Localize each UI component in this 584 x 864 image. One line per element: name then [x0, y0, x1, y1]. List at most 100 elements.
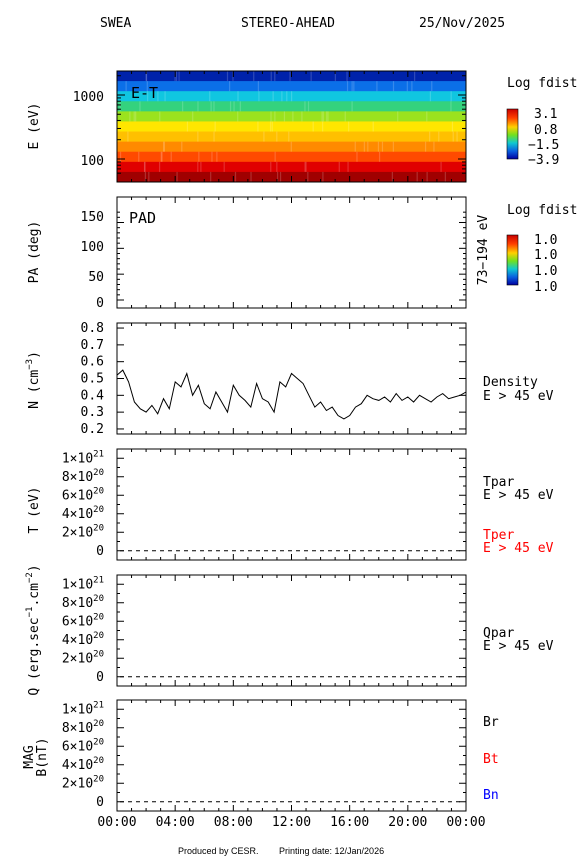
spectrogram-streak	[338, 161, 340, 172]
pa-y-tick-label: 50	[88, 270, 104, 285]
spectrogram-streak	[209, 91, 211, 102]
spectrogram-streak	[433, 141, 435, 152]
spectrogram-streak	[289, 71, 291, 82]
time-tick-label: 00:00	[446, 815, 485, 830]
spectrogram-streak	[377, 141, 380, 152]
pa-colorbar-label: 1.0	[534, 248, 557, 263]
pa-panel-title: PAD	[129, 209, 156, 227]
spectrogram-streak	[164, 91, 166, 102]
spectrogram-streak	[438, 131, 440, 142]
time-tick-label: 08:00	[214, 815, 253, 830]
density-tick-label: 0.4	[81, 388, 105, 403]
temperature-axis-ticks	[116, 449, 467, 560]
spectrogram-streak	[322, 111, 324, 122]
pa-y-tick-label: 150	[81, 210, 104, 225]
energy-axis-ticks	[116, 71, 467, 182]
spectrogram-streak	[346, 81, 349, 92]
spectrogram-streak	[233, 101, 235, 112]
spectrogram-streak	[397, 111, 399, 122]
et-colorbar-label: −3.9	[528, 153, 559, 168]
sci-tick-label: 0	[96, 544, 104, 559]
sci-tick-label: 1×1021	[62, 449, 104, 466]
qpar-legend: Qpar	[483, 626, 514, 641]
tper-legend: Tper	[483, 528, 514, 543]
energy-band	[117, 151, 466, 163]
spectrogram-streak	[356, 151, 358, 162]
spectrogram-streak	[229, 81, 231, 92]
spectrogram-streak	[429, 131, 431, 142]
spectrogram-streak	[146, 81, 148, 92]
spectrogram-streak	[139, 101, 141, 112]
sci-tick-label: 4×1020	[62, 505, 104, 522]
sci-tick-label: 8×1020	[62, 594, 104, 611]
mag-axis-ticks	[116, 700, 467, 811]
spectrogram-streak	[160, 151, 162, 162]
spectrogram-streak	[372, 121, 374, 132]
sci-tick-label: 6×1020	[62, 486, 104, 503]
spectrogram-streak	[163, 141, 165, 152]
time-tick-label: 16:00	[330, 815, 369, 830]
tper-legend-energy: E > 45 eV	[483, 541, 554, 556]
spectrogram-streak	[119, 151, 122, 162]
spectrogram-streak	[392, 81, 395, 92]
spectrogram-streak	[226, 71, 229, 82]
spectrogram-streak	[307, 101, 310, 112]
spectrogram-streak	[148, 171, 150, 182]
spectrogram-streak	[452, 131, 454, 142]
et-colorbar	[506, 108, 519, 160]
spectrogram-streak	[450, 101, 452, 112]
spectrogram-streak	[272, 91, 274, 102]
spectrogram-streak	[431, 81, 433, 92]
spectrogram-streak	[327, 111, 329, 122]
pa-colorbar-label: 1.0	[534, 280, 557, 295]
pa-y-label: PA (deg)	[27, 221, 42, 284]
spectrogram-streak	[312, 121, 314, 132]
spectrogram-streak	[391, 171, 393, 182]
spectrogram-streak	[125, 81, 127, 92]
spectrogram-streak	[276, 161, 278, 172]
sci-tick-label: 2×1020	[62, 523, 104, 540]
density-tick-label: 0.5	[81, 372, 104, 387]
time-tick-label: 00:00	[97, 815, 136, 830]
spectrogram-streak	[197, 131, 199, 142]
spectrogram-streak	[322, 171, 324, 182]
bt-legend: Bt	[483, 752, 499, 767]
et-colorbar-label: 3.1	[534, 107, 557, 122]
spectrogram-streak	[213, 101, 215, 112]
spectrogram-streak	[274, 111, 276, 122]
pa-y-tick-label: 100	[81, 240, 104, 255]
density-tick-label: 0.2	[81, 422, 104, 437]
spectrogram-streak	[239, 101, 241, 112]
spectrogram-streak	[129, 111, 131, 122]
spectrogram-streak	[258, 91, 260, 102]
qpar-legend-energy: E > 45 eV	[483, 639, 554, 654]
spectrogram-streak	[444, 171, 446, 182]
spectrogram-streak	[451, 121, 454, 132]
spectrogram-streak	[346, 71, 348, 82]
spacecraft-title: STEREO-AHEAD	[241, 16, 335, 31]
sci-tick-label: 2×1020	[62, 774, 104, 791]
sci-tick-label: 2×1020	[62, 649, 104, 666]
spectrogram-streak	[157, 91, 159, 102]
spectrogram-streak	[127, 131, 129, 142]
spectrogram-streak	[367, 141, 369, 152]
spectrogram-streak	[310, 71, 312, 82]
density-series	[116, 369, 467, 420]
energy-y-label: E (eV)	[27, 103, 42, 150]
spectrogram-streak	[334, 71, 336, 82]
bn-legend: Bn	[483, 788, 499, 803]
density-tick-label: 0.3	[81, 405, 104, 420]
spectrogram-streak	[192, 111, 194, 122]
energy-band	[117, 131, 466, 143]
heat-flux-axis-ticks	[116, 575, 467, 686]
spectrogram-streak	[237, 91, 239, 102]
time-tick-label: 04:00	[156, 815, 195, 830]
spectrogram-streak	[237, 111, 239, 122]
spectrogram-streak	[170, 151, 172, 162]
spectrogram-streak	[290, 91, 293, 102]
spectrogram-streak	[429, 91, 431, 102]
et-colorbar-label: 0.8	[534, 123, 557, 138]
spectrogram-streak	[292, 111, 294, 122]
spectrogram-streak	[276, 131, 278, 142]
